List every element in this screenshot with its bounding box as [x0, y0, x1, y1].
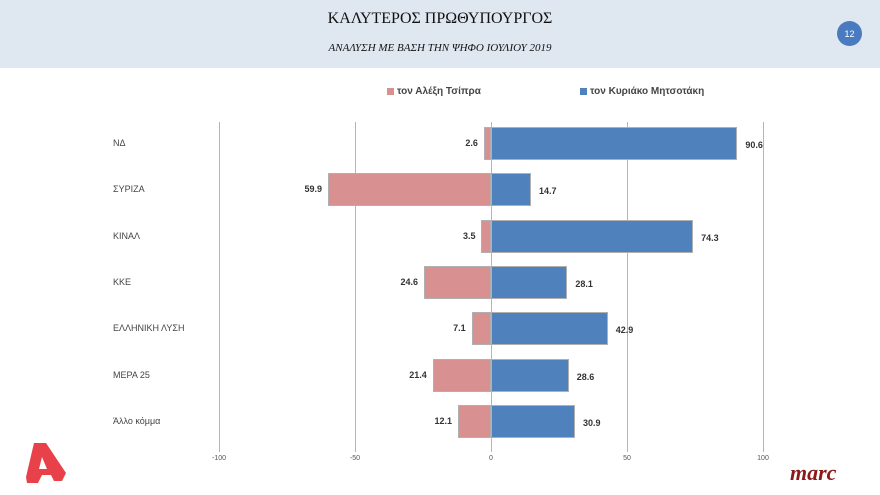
gridline	[355, 122, 356, 447]
slide-title: ΚΑΛΥΤΕΡΟΣ ΠΡΩΘΥΠΟΥΡΓΟΣ	[327, 10, 553, 27]
gridline	[627, 122, 628, 447]
bar-tsipras	[328, 173, 491, 207]
bar-mitsotakis	[491, 219, 694, 253]
category-label: Άλλο κόμμα	[113, 415, 161, 426]
axis-tick-label: -100	[211, 455, 226, 462]
value-label-tsipras: 24.6	[400, 276, 419, 287]
gridline	[763, 122, 764, 447]
gridline	[219, 122, 220, 447]
bar-tsipras	[481, 219, 491, 253]
value-label-mitsotakis: 28.1	[575, 278, 593, 289]
category-label: ΜΕΡΑ 25	[113, 369, 150, 380]
legend-label: τον Κυριάκο Μητσοτάκη	[590, 86, 705, 97]
axis-tick	[491, 447, 492, 452]
value-label-tsipras: 3.5	[462, 230, 476, 241]
value-label-mitsotakis: 30.9	[583, 417, 601, 428]
value-label-tsipras: 12.1	[434, 415, 453, 426]
page-number-badge: 12	[837, 21, 862, 46]
value-label-tsipras: 21.4	[409, 369, 427, 380]
category-label: ΝΔ	[113, 138, 126, 148]
axis-tick-label: 0	[489, 455, 493, 462]
axis-tick	[627, 447, 628, 452]
axis-tick	[355, 447, 356, 452]
bar-mitsotakis	[491, 265, 568, 299]
legend-swatch-icon	[580, 88, 587, 95]
slide-subtitle: ΑΝΑΛΥΣΗ ΜΕ ΒΑΣΗ ΤΗΝ ΨΗΦΟ ΙΟΥΛΙΟΥ 2019	[328, 42, 552, 54]
bar-mitsotakis	[491, 173, 531, 207]
axis-tick-label: 100	[757, 455, 769, 462]
value-label-mitsotakis: 28.6	[576, 371, 595, 382]
bar-tsipras	[471, 312, 491, 346]
category-label: ΣΥΡΙΖΑ	[113, 184, 145, 195]
value-label-mitsotakis: 42.9	[615, 325, 634, 336]
legend-item-tsipras: τον Αλέξη Τσίπρα	[387, 86, 481, 97]
bar-mitsotakis	[491, 404, 576, 438]
category-label: ΚΚΕ	[113, 276, 132, 287]
bar-tsipras	[432, 358, 491, 392]
bar-mitsotakis	[491, 127, 738, 160]
category-label: ΚΙΝΑΛ	[113, 230, 141, 241]
legend-item-mitsotakis: τον Κυριάκο Μητσοτάκη	[580, 86, 704, 97]
value-label-mitsotakis: 74.3	[701, 232, 719, 243]
axis-tick	[219, 447, 220, 452]
bar-mitsotakis	[491, 358, 569, 392]
value-label-mitsotakis: 90.6	[745, 140, 763, 150]
bar-tsipras	[458, 404, 491, 438]
value-label-tsipras: 2.6	[465, 138, 478, 148]
axis-tick-label: 50	[623, 455, 631, 462]
value-label-tsipras: 7.1	[453, 323, 466, 334]
axis-tick-label: -50	[349, 455, 361, 462]
axis-tick	[763, 447, 764, 452]
slide-header: ΚΑΛΥΤΕΡΟΣ ΠΡΩΘΥΠΟΥΡΓΟΣ ΑΝΑΛΥΣΗ ΜΕ ΒΑΣΗ Τ…	[0, 0, 880, 68]
category-label: ΕΛΛΗΝΙΚΗ ΛΥΣΗ	[113, 323, 185, 334]
legend-swatch-icon	[387, 88, 394, 95]
marc-logo: marc	[790, 460, 837, 485]
bar-tsipras	[483, 127, 491, 160]
alpha-logo-icon	[24, 441, 68, 490]
value-label-tsipras: 59.9	[304, 184, 323, 195]
bar-mitsotakis	[491, 312, 608, 346]
value-label-mitsotakis: 14.7	[538, 186, 557, 197]
legend-label: τον Αλέξη Τσίπρα	[397, 86, 481, 97]
bar-tsipras	[424, 265, 491, 299]
